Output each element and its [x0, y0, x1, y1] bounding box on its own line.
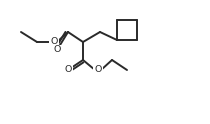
Text: O: O [64, 65, 72, 75]
Text: O: O [94, 65, 102, 75]
Text: O: O [53, 46, 61, 55]
Text: O: O [50, 37, 58, 46]
